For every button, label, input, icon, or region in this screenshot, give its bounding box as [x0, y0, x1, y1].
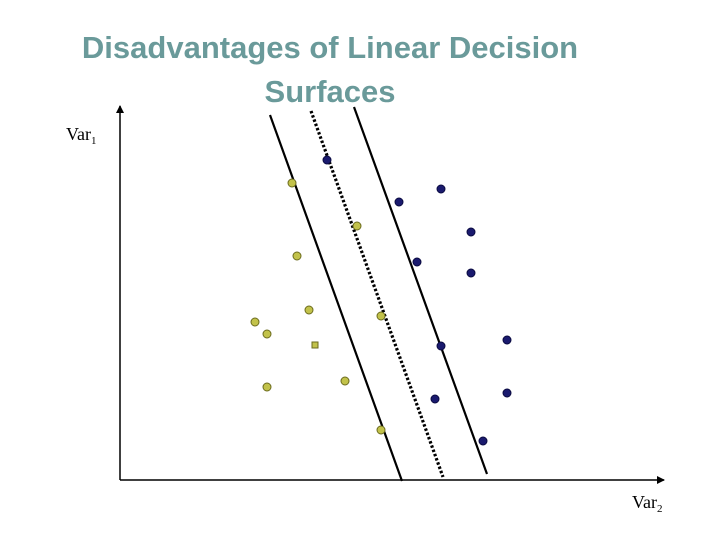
class-b-point — [466, 268, 476, 278]
x-axis-label-subscript: 2 — [657, 503, 663, 515]
class-b-point — [394, 197, 404, 207]
class-a-point — [292, 251, 302, 261]
slide-title: Disadvantages of Linear Decision Surface… — [20, 26, 640, 114]
x-axis-label-text: Var — [632, 492, 657, 512]
y-axis-label-text: Var — [66, 124, 91, 144]
class-b-point — [466, 227, 476, 237]
class-a-point — [352, 221, 362, 231]
class-b-point — [430, 394, 440, 404]
class-a-point — [262, 329, 272, 339]
class-b-points — [322, 155, 512, 446]
y-axis-label: Var1 — [66, 124, 97, 147]
class-a-point — [262, 382, 272, 392]
class-a-point — [376, 425, 386, 435]
margin-line-right — [352, 106, 489, 475]
y-axis-label-subscript: 1 — [91, 135, 97, 147]
class-a-point — [340, 376, 350, 386]
class-a-point-square — [311, 341, 319, 349]
title-line-1: Disadvantages of Linear Decision — [81, 30, 579, 65]
class-a-points — [250, 178, 386, 435]
class-b-point — [412, 257, 422, 267]
title-line-2: Surfaces — [264, 74, 396, 109]
decision-boundary-dotted — [309, 110, 445, 478]
class-b-point — [502, 388, 512, 398]
x-axis-label: Var2 — [632, 492, 663, 515]
class-a-point — [376, 311, 386, 321]
margin-line-left — [268, 114, 404, 482]
class-b-point — [502, 335, 512, 345]
class-b-point — [436, 341, 446, 351]
class-b-point — [322, 155, 332, 165]
class-a-point — [287, 178, 297, 188]
class-a-point — [304, 305, 314, 315]
class-a-point — [250, 317, 260, 327]
class-b-point — [436, 184, 446, 194]
class-b-point — [478, 436, 488, 446]
